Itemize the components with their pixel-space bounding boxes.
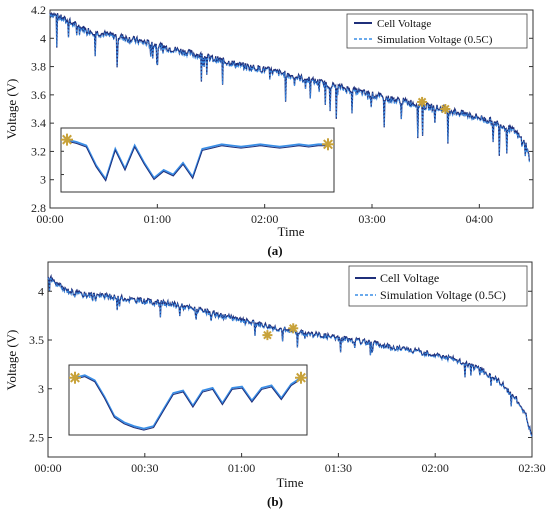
data-marker-star bbox=[262, 330, 273, 341]
panel-b-label: (b) bbox=[267, 494, 283, 509]
x-tick-label: 02:00 bbox=[422, 461, 449, 475]
x-tick-label: 01:00 bbox=[228, 461, 255, 475]
y-tick-label: 2.5 bbox=[29, 431, 44, 445]
x-tick-label: 00:00 bbox=[36, 212, 63, 226]
plot-a-y-axis: 2.8 3 3.2 3.4 3.6 3.8 4 4.2 bbox=[31, 3, 533, 215]
plot-b-markers bbox=[262, 323, 299, 341]
plot-a-x-axis: 00:00 01:00 02:00 03:00 04:00 bbox=[36, 204, 493, 226]
inset-cell-line bbox=[74, 376, 302, 431]
y-tick-label: 2.8 bbox=[31, 201, 46, 215]
data-marker-star bbox=[417, 96, 428, 107]
plot-a-markers bbox=[417, 96, 451, 114]
inset-simulation-line bbox=[74, 374, 302, 430]
plot-a-legend-label-sim: Simulation Voltage (0.5C) bbox=[377, 34, 493, 46]
plot-b-legend: Cell Voltage Simulation Voltage (0.5C) bbox=[348, 265, 528, 307]
y-tick-label: 3.6 bbox=[31, 88, 46, 102]
plot-b-legend-box bbox=[348, 265, 528, 307]
x-tick-label: 01:00 bbox=[144, 212, 171, 226]
plot-a-xlabel: Time bbox=[278, 224, 305, 239]
plot-a-inset bbox=[60, 127, 335, 193]
inset-start-star bbox=[61, 133, 73, 146]
x-tick-label: 04:00 bbox=[466, 212, 493, 226]
y-tick-label: 4 bbox=[38, 284, 44, 298]
y-tick-label: 3.8 bbox=[31, 60, 46, 74]
plot-b-legend-label-cell: Cell Voltage bbox=[380, 271, 439, 285]
y-tick-label: 3 bbox=[40, 173, 46, 187]
plot-b-inset-series bbox=[69, 371, 307, 431]
plot-a-ylabel: Voltage (V) bbox=[4, 79, 19, 140]
plot-a-inset-y-axis bbox=[61, 127, 64, 176]
x-tick-label: 02:00 bbox=[251, 212, 278, 226]
plot-a-inset-series bbox=[61, 133, 334, 182]
panel-a-label: (a) bbox=[267, 243, 282, 258]
panel-a: 2.8 3 3.2 3.4 3.6 3.8 4 4.2 00:00 01:00 02:00 03:0… bbox=[4, 3, 534, 258]
plot-b-x-axis: 00:00 00:30 01:00 01:30 02:00 02:30 bbox=[34, 453, 546, 475]
plot-a-legend: Cell Voltage Simulation Voltage (0.5C) bbox=[346, 13, 528, 49]
plot-b-frame bbox=[47, 261, 533, 458]
plot-a-legend-label-cell: Cell Voltage bbox=[377, 18, 431, 30]
plot-b-inset bbox=[68, 364, 308, 436]
inset-end-star bbox=[322, 138, 334, 151]
y-tick-label: 3.4 bbox=[31, 116, 46, 130]
data-marker-star bbox=[288, 323, 299, 334]
inset-start-star bbox=[69, 371, 81, 384]
plot-a-inset-frame bbox=[60, 127, 335, 193]
inset-end-star bbox=[295, 371, 307, 384]
y-tick-label: 4.2 bbox=[31, 3, 46, 17]
x-tick-label: 00:00 bbox=[34, 461, 61, 475]
x-tick-label: 00:30 bbox=[131, 461, 158, 475]
y-tick-label: 4 bbox=[40, 31, 46, 45]
plot-b-ylabel: Voltage (V) bbox=[4, 330, 19, 391]
x-tick-label: 01:30 bbox=[325, 461, 352, 475]
plot-b-legend-label-sim: Simulation Voltage (0.5C) bbox=[380, 288, 506, 302]
data-marker-star bbox=[440, 104, 451, 114]
x-tick-label: 03:00 bbox=[358, 212, 385, 226]
plot-a-series bbox=[49, 11, 531, 163]
y-tick-label: 3 bbox=[38, 382, 44, 396]
panel-b: 2.533.54 00:00 00:30 01:00 01:30 02:00 02:30 … bbox=[4, 261, 546, 509]
plot-b-xlabel: Time bbox=[277, 475, 304, 490]
plot-a-frame bbox=[49, 9, 534, 209]
plot-a-legend-box bbox=[346, 13, 528, 49]
y-tick-label: 3.5 bbox=[29, 333, 44, 347]
x-tick-label: 02:30 bbox=[518, 461, 545, 475]
inset-cell-line bbox=[66, 140, 328, 182]
y-tick-label: 3.2 bbox=[31, 144, 46, 158]
plot-b-y-axis: 2.5 3 3.5 4 bbox=[29, 284, 532, 445]
